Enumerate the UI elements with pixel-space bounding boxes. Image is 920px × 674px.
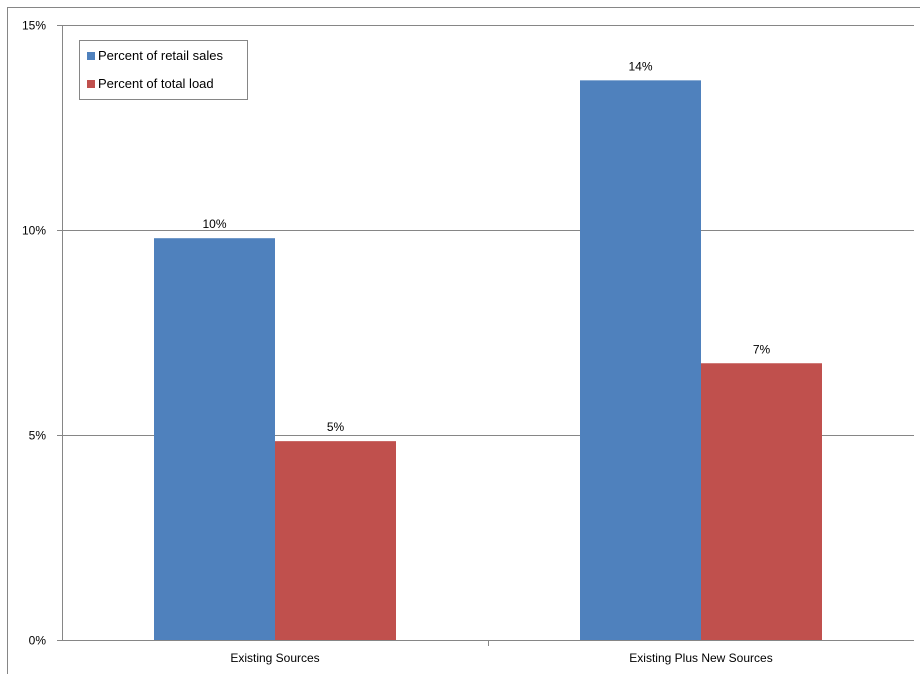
legend: Percent of retail sales Percent of total … [79, 40, 248, 100]
bar-retail-sales [580, 80, 701, 641]
data-label: 5% [327, 420, 345, 434]
data-label: 7% [753, 342, 771, 356]
data-label: 14% [628, 59, 652, 73]
legend-label: Percent of total load [98, 76, 214, 91]
bars [154, 80, 822, 641]
chart-border [7, 7, 920, 674]
legend-label: Percent of retail sales [98, 48, 224, 63]
x-tick-label: Existing Plus New Sources [629, 651, 772, 665]
y-tick-label: 10% [22, 224, 46, 238]
x-tick-label: Existing Sources [230, 651, 319, 665]
labels: 0% 5% 10% 15% 10% 5% Existing Sources 14% 7% Exis… [22, 19, 773, 666]
bar-total-load [701, 363, 822, 640]
y-tick-label: 5% [29, 429, 47, 443]
bar-total-load [275, 441, 396, 640]
legend-swatch [87, 80, 95, 88]
legend-box [79, 40, 248, 100]
data-label: 10% [202, 217, 226, 231]
y-tick-label: 0% [29, 634, 47, 648]
y-tick-label: 15% [22, 19, 46, 33]
bar-retail-sales [154, 238, 275, 640]
legend-swatch [87, 52, 95, 60]
axes [7, 7, 920, 674]
